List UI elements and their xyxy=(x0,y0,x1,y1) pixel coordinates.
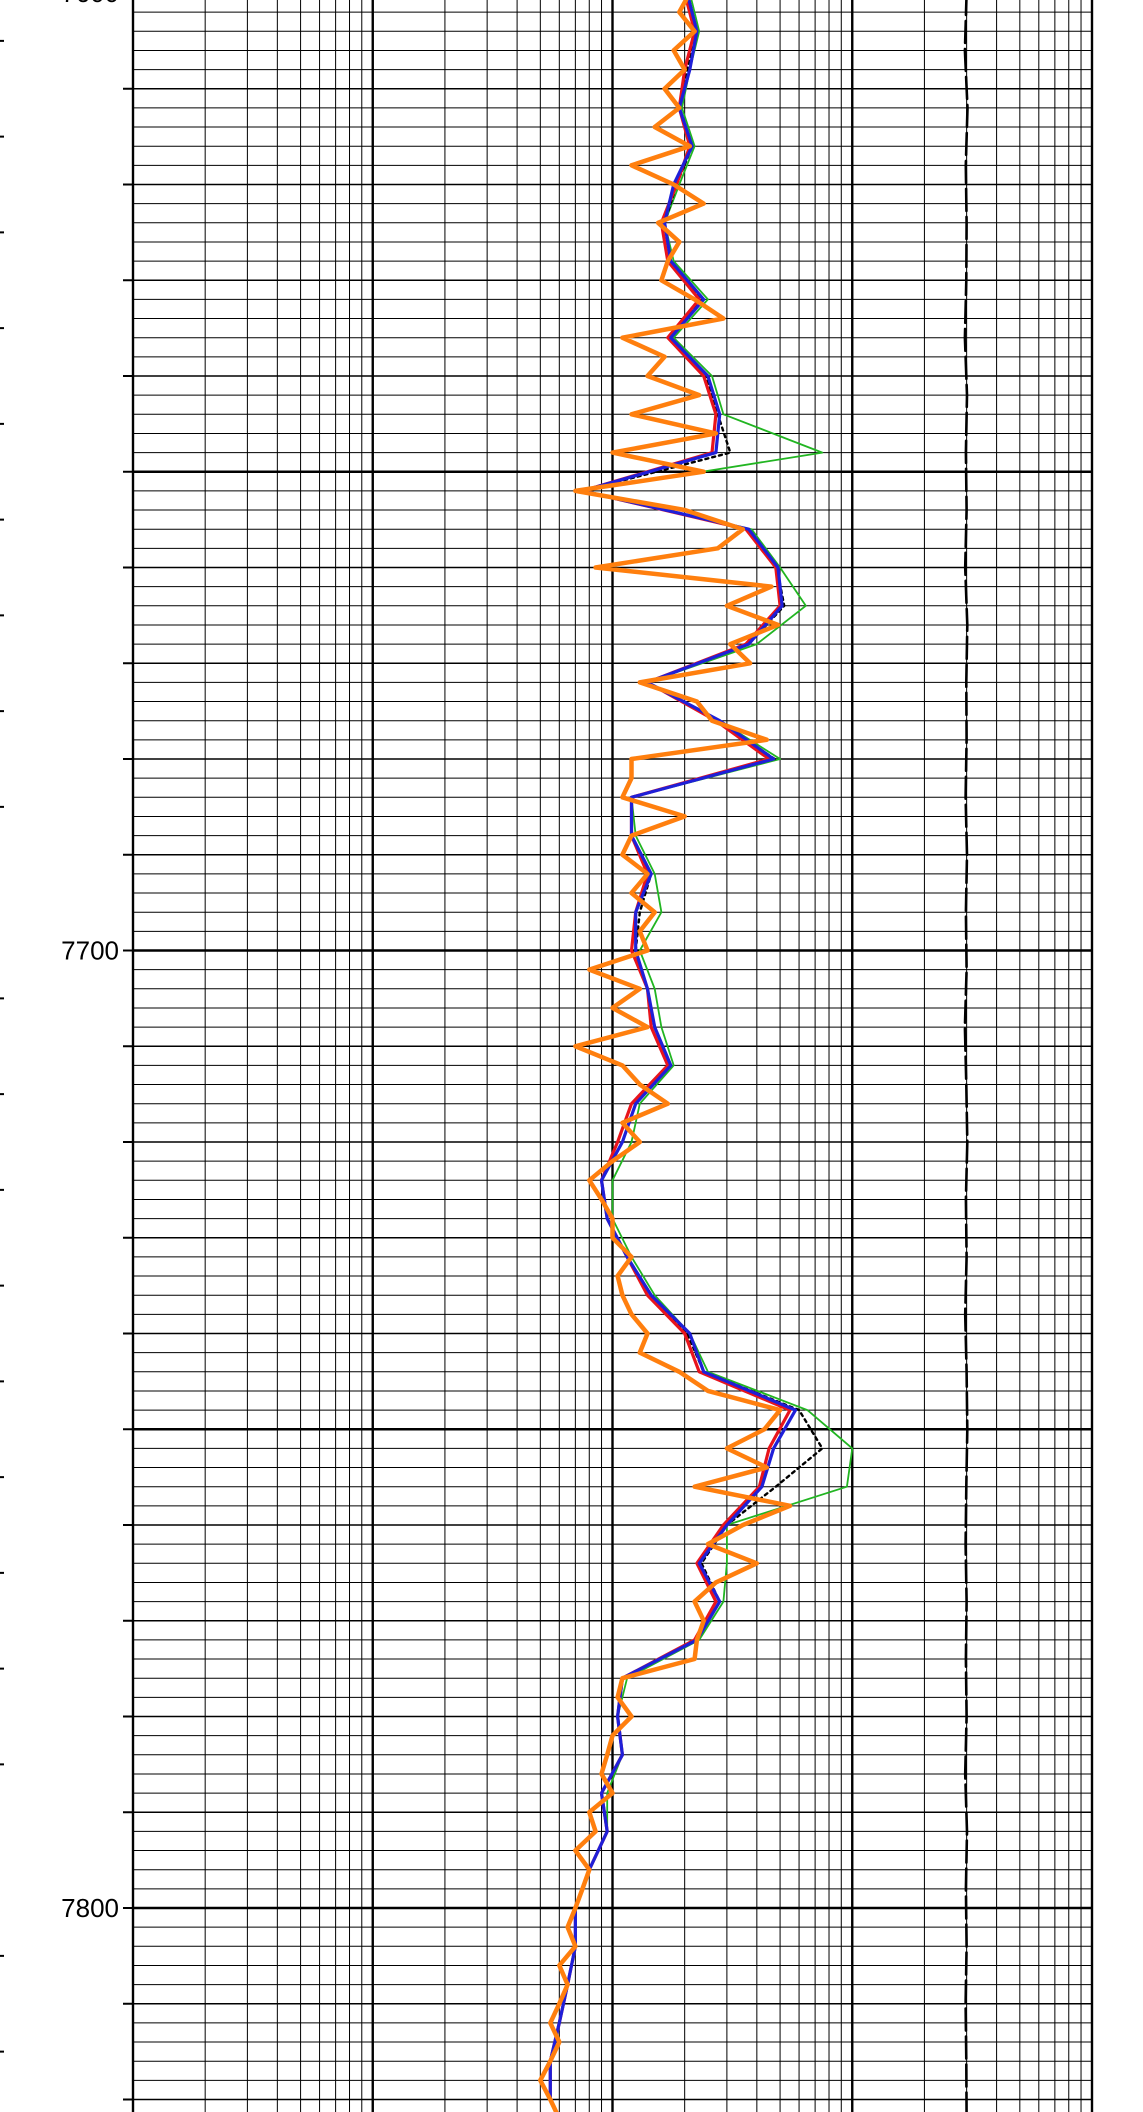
depth-tick-label: 7700 xyxy=(61,936,119,966)
depth-tick-label: 7800 xyxy=(61,1893,119,1923)
series-blue-medium xyxy=(548,0,798,2102)
series-group xyxy=(538,0,969,2112)
depth-tick-label: 7600 xyxy=(61,0,119,8)
series-black-dash xyxy=(963,0,969,2112)
series-orange-thick xyxy=(538,0,793,2112)
series-green-thin xyxy=(549,0,854,2101)
grid xyxy=(131,0,1094,2112)
depth-axis: 7600 7700 7800 xyxy=(0,0,134,2112)
